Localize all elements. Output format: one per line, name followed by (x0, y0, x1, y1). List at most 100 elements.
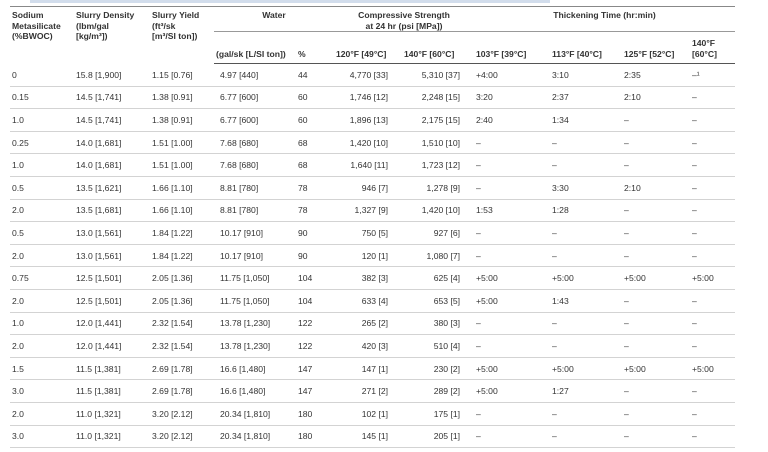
table-cell: 6.77 [600] (214, 86, 296, 110)
table-cell: 1.15 [0.76] (150, 63, 214, 87)
table-cell: 8.81 [780] (214, 176, 296, 200)
table-cell: 0 (10, 63, 74, 87)
table-cell: 265 [2] (334, 312, 402, 336)
table-cell: +5:00 (622, 357, 690, 381)
table-cell: 6.77 [600] (214, 108, 296, 132)
table-cell: +5:00 (550, 357, 622, 381)
table-cell: 11.5 [1,381] (74, 357, 150, 381)
header-text: at 24 hr (psi [MPa]) (365, 20, 443, 31)
table-cell: 0.5 (10, 221, 74, 245)
table-cell: 11.0 [1,321] (74, 402, 150, 426)
table-cell: 3:30 (550, 176, 622, 200)
table-body: 0 15.8 [1,900] 1.15 [0.76] 4.97 [440] 44 4,77… (10, 63, 735, 449)
table-cell: 2.32 [1.54] (150, 334, 214, 358)
table-cell: – (474, 425, 550, 449)
table-cell: 1.38 [0.91] (150, 108, 214, 132)
table-cell: +5:00 (474, 289, 550, 313)
table-cell: 2:10 (622, 176, 690, 200)
header-text: Metasilicate (12, 20, 61, 31)
header-yield: Slurry Yield (ft³/sk [m³/SI ton]) (150, 8, 214, 64)
table-cell: 1,510 [10] (402, 131, 474, 155)
table-cell: 230 [2] (402, 357, 474, 381)
table-cell: – (690, 312, 735, 336)
table-cell: 102 [1] (334, 402, 402, 426)
header-tt-125: 125°F [52°C] (622, 31, 690, 64)
table-cell: 16.6 [1,480] (214, 379, 296, 403)
table-cell: – (622, 221, 690, 245)
table-cell: – (622, 379, 690, 403)
header-tt-140: 140°F [60°C] (690, 31, 735, 64)
table-cell: 2.05 [1.36] (150, 266, 214, 290)
header-text: Compressive Strength (358, 10, 450, 20)
table-cell: +5:00 (690, 357, 735, 381)
table-cell: 12.5 [1,501] (74, 289, 150, 313)
table-cell: 1.5 (10, 357, 74, 381)
clipped-title-strip (0, 0, 768, 5)
header-text: Slurry Density (76, 10, 135, 20)
table-cell: 2.0 (10, 289, 74, 313)
table-cell: 14.0 [1,681] (74, 153, 150, 177)
table-cell: 122 (296, 334, 334, 358)
table-cell: 68 (296, 131, 334, 155)
table-cell: 13.5 [1,681] (74, 199, 150, 223)
table-cell: 180 (296, 425, 334, 449)
table-cell: 2.69 [1.78] (150, 357, 214, 381)
table-cell: 122 (296, 312, 334, 336)
table-cell: 1,327 [9] (334, 199, 402, 223)
table-cell: 78 (296, 199, 334, 223)
table-row: 1.0 14.5 [1,741] 1.38 [0.91] 6.77 [600] 60 1,… (10, 108, 735, 132)
header-tt-103: 103°F [39°C] (474, 31, 550, 64)
table-cell: 11.75 [1,050] (214, 289, 296, 313)
table-cell: 120 [1] (334, 244, 402, 268)
table-cell: 1.51 [1.00] (150, 153, 214, 177)
table-row: 0.5 13.0 [1,561] 1.84 [1.22] 10.17 [910] 90 7… (10, 221, 735, 245)
table-cell: 13.5 [1,621] (74, 176, 150, 200)
table-cell: – (474, 402, 550, 426)
table-row: 3.0 11.5 [1,381] 2.69 [1.78] 16.6 [1,480] 14… (10, 379, 735, 403)
header-text: (%BWOC) (12, 31, 53, 41)
table-row: 0.25 14.0 [1,681] 1.51 [1.00] 7.68 [680] 68 1… (10, 131, 735, 155)
table-cell: 2.69 [1.78] (150, 379, 214, 403)
table-cell: 180 (296, 402, 334, 426)
table-cell: 653 [5] (402, 289, 474, 313)
table-cell: 633 [4] (334, 289, 402, 313)
table-cell: – (474, 131, 550, 155)
table-cell: 3.0 (10, 425, 74, 449)
table-cell: 1.66 [1.10] (150, 199, 214, 223)
header-water: Water (262, 10, 286, 20)
table-cell: – (474, 334, 550, 358)
table-cell: – (474, 244, 550, 268)
table-cell: – (690, 131, 735, 155)
table-cell: +5:00 (474, 357, 550, 381)
table-cell: 14.5 [1,741] (74, 86, 150, 110)
header-row-1: Sodium Metasilicate (%BWOC) Slurry Densi… (10, 8, 735, 41)
table-cell: – (690, 402, 735, 426)
table-cell: 147 [1] (334, 357, 402, 381)
table-cell: 10.17 [910] (214, 244, 296, 268)
table-cell: – (550, 402, 622, 426)
table-cell: – (474, 221, 550, 245)
table-cell: 3:20 (474, 86, 550, 110)
table-cell: 145 [1] (334, 425, 402, 449)
table-cell: – (622, 334, 690, 358)
table-cell: 104 (296, 266, 334, 290)
table-row: 1.5 11.5 [1,381] 2.69 [1.78] 16.6 [1,480] 14… (10, 357, 735, 381)
table-cell: 104 (296, 289, 334, 313)
header-water-pct: % (296, 31, 334, 64)
header-cs-140: 140°F [60°C] (402, 31, 474, 64)
table-cell: 1.0 (10, 312, 74, 336)
table-cell: 946 [7] (334, 176, 402, 200)
header-text: Sodium (12, 10, 44, 20)
table-cell: 1.66 [1.10] (150, 176, 214, 200)
table-cell: 1.0 (10, 108, 74, 132)
table-cell: 4.97 [440] (214, 63, 296, 87)
table-cell: 13.0 [1,561] (74, 221, 150, 245)
table-cell: 2:35 (622, 63, 690, 87)
table-cell: 1:43 (550, 289, 622, 313)
table-cell: 420 [3] (334, 334, 402, 358)
table-cell: 0.75 (10, 266, 74, 290)
table-cell: – (690, 199, 735, 223)
table-cell: – (474, 176, 550, 200)
table-cell: 625 [4] (402, 266, 474, 290)
table-cell: 289 [2] (402, 379, 474, 403)
